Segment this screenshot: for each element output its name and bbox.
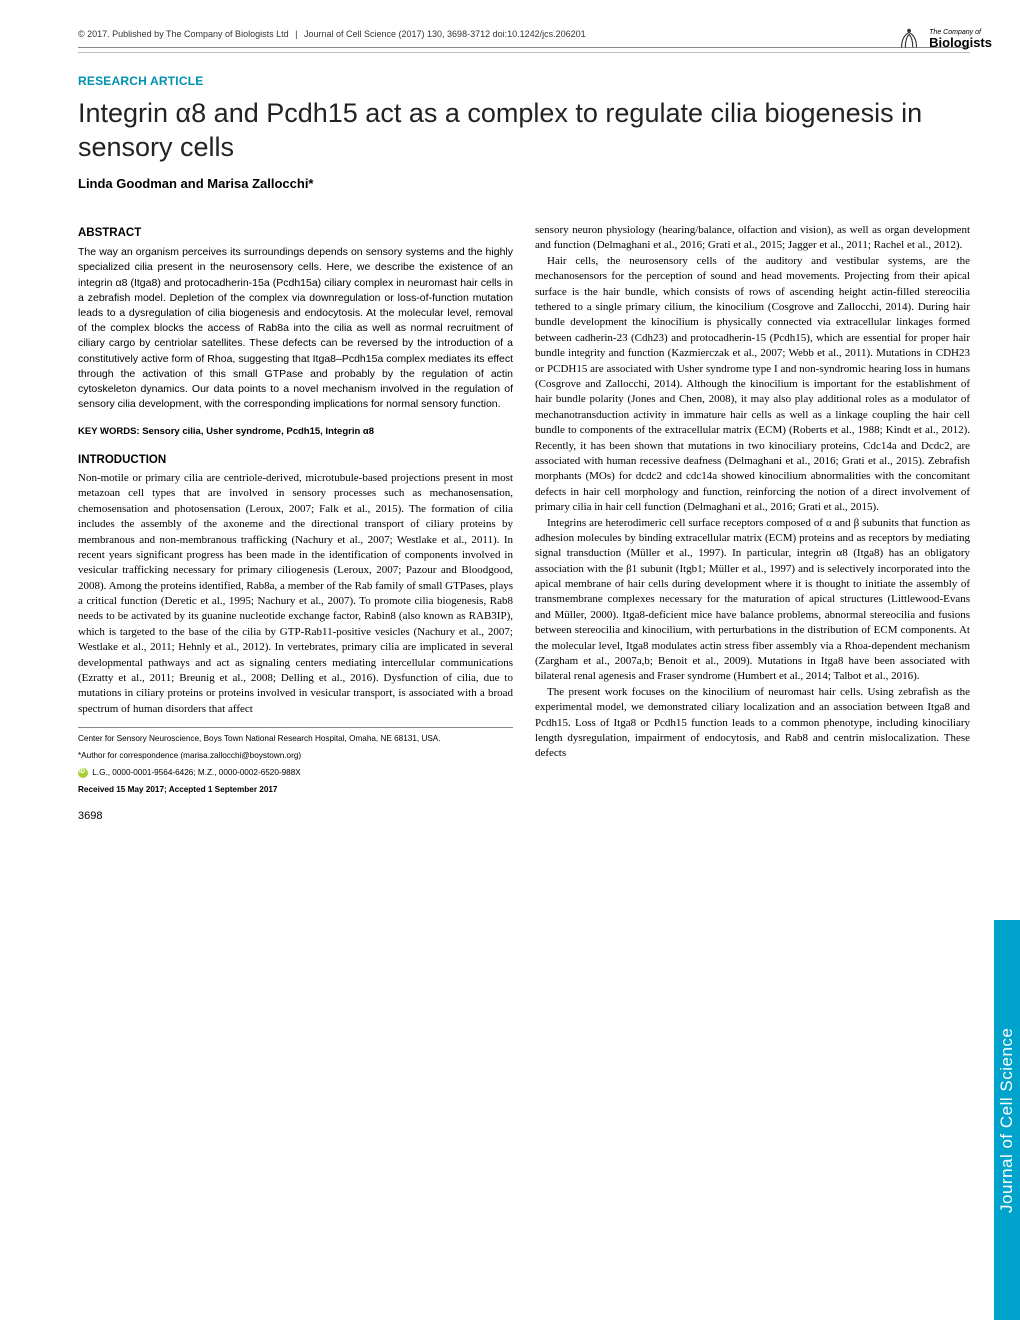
article-title: Integrin α8 and Pcdh15 act as a complex … bbox=[78, 97, 970, 165]
introduction-heading: INTRODUCTION bbox=[78, 452, 513, 468]
abstract-heading: ABSTRACT bbox=[78, 225, 513, 241]
left-column: ABSTRACT The way an organism perceives i… bbox=[78, 223, 513, 825]
correspondence: *Author for correspondence (marisa.zallo… bbox=[78, 750, 513, 761]
col2-paragraph-1: sensory neuron physiology (hearing/balan… bbox=[535, 223, 970, 254]
orcid-line: L.G., 0000-0001-9564-6426; M.Z., 0000-00… bbox=[78, 767, 513, 778]
abstract-text: The way an organism perceives its surrou… bbox=[78, 245, 513, 412]
header-rule bbox=[78, 52, 970, 53]
publisher-logo-text: The Company of Biologists bbox=[929, 29, 992, 49]
page-number: 3698 bbox=[78, 809, 513, 824]
right-column: sensory neuron physiology (hearing/balan… bbox=[535, 223, 970, 825]
header-line: © 2017. Published by The Company of Biol… bbox=[78, 28, 970, 48]
copyright-text: © 2017. Published by The Company of Biol… bbox=[78, 29, 289, 39]
orcid-text: L.G., 0000-0001-9564-6426; M.Z., 0000-00… bbox=[92, 768, 300, 777]
col2-paragraph-3: Integrins are heterodimeric cell surface… bbox=[535, 516, 970, 685]
authors: Linda Goodman and Marisa Zallocchi* bbox=[78, 175, 970, 193]
publisher-logo: The Company of Biologists bbox=[896, 25, 992, 53]
keywords-label: KEY WORDS: bbox=[78, 426, 142, 437]
orcid-icon bbox=[78, 768, 88, 778]
intro-paragraph-1: Non-motile or primary cilia are centriol… bbox=[78, 471, 513, 717]
keywords-text: Sensory cilia, Usher syndrome, Pcdh15, I… bbox=[142, 426, 374, 437]
header-separator: | bbox=[295, 29, 297, 39]
keywords: KEY WORDS: Sensory cilia, Usher syndrome… bbox=[78, 425, 513, 438]
received-accepted: Received 15 May 2017; Accepted 1 Septemb… bbox=[78, 784, 513, 795]
col2-paragraph-2: Hair cells, the neurosensory cells of th… bbox=[535, 254, 970, 516]
journal-side-tab: Journal of Cell Science bbox=[994, 920, 1020, 1320]
footer-rule bbox=[78, 727, 513, 728]
biologists-logo-icon bbox=[896, 25, 924, 53]
affiliation: Center for Sensory Neuroscience, Boys To… bbox=[78, 733, 513, 744]
section-label: RESEARCH ARTICLE bbox=[78, 73, 970, 90]
col2-paragraph-4: The present work focuses on the kinocili… bbox=[535, 685, 970, 762]
journal-reference: Journal of Cell Science (2017) 130, 3698… bbox=[304, 29, 586, 39]
